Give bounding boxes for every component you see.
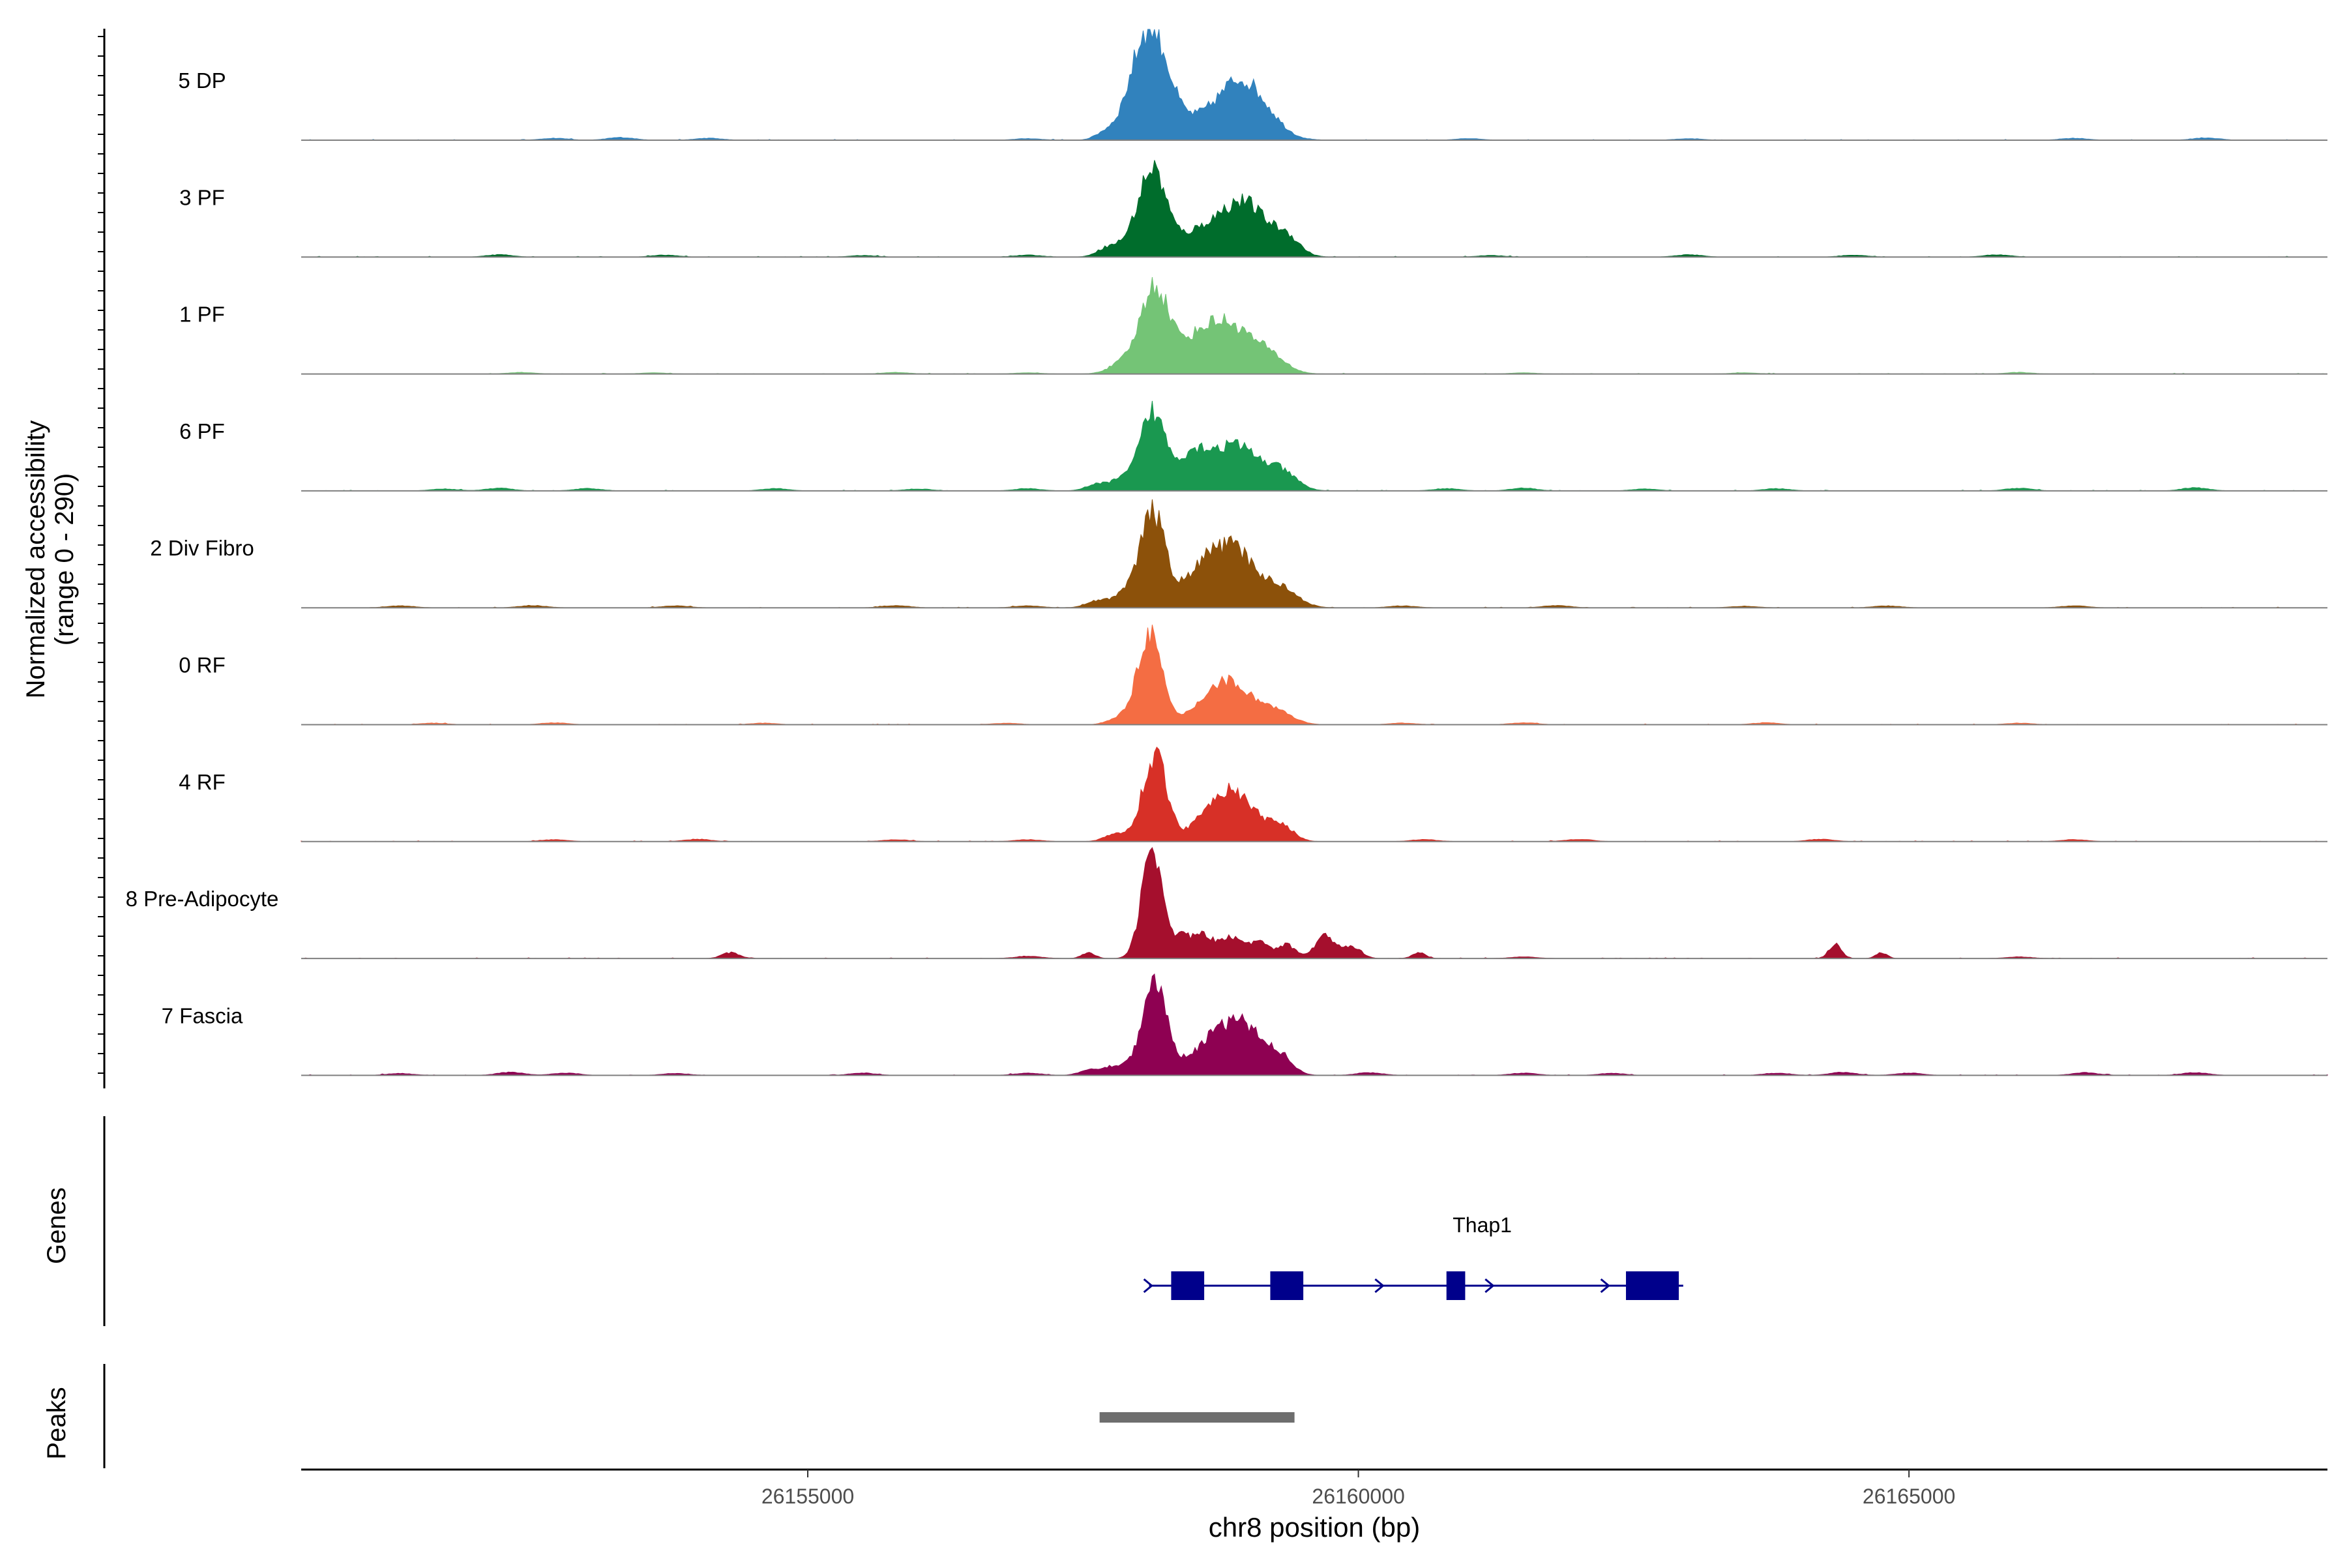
- track-2-div-fibro: [301, 499, 2327, 609]
- y-axis-title-line1: Normalized accessibility: [22, 421, 50, 699]
- track-label: 3 PF: [179, 185, 225, 209]
- strand-arrow: [1600, 1278, 1610, 1294]
- track-1-pf: [301, 277, 2327, 375]
- track-label: 2 Div Fibro: [150, 536, 254, 560]
- gene-exon: [1626, 1271, 1679, 1300]
- track-7-fascia: [301, 973, 2328, 1076]
- gene-exon: [1270, 1271, 1304, 1300]
- coverage-tracks: [301, 29, 2328, 1076]
- y-axis-title: Normalized accessibility (range 0 - 290): [22, 421, 79, 699]
- genes-label: Genes: [42, 1187, 71, 1264]
- peaks-label: Peaks: [42, 1387, 71, 1459]
- axes: [98, 29, 2327, 1477]
- x-axis-title: chr8 position (bp): [1209, 1512, 1421, 1543]
- track-label: 1 PF: [179, 303, 225, 327]
- track-label: 5 DP: [178, 68, 226, 93]
- track-label: 4 RF: [179, 770, 226, 794]
- track-label: 6 PF: [179, 419, 225, 443]
- peaks-panel-title: Peaks: [42, 1387, 71, 1459]
- peak-region: [1099, 1412, 1295, 1423]
- gene-exon: [1171, 1271, 1205, 1300]
- strand-arrow: [1143, 1278, 1153, 1294]
- peak-track: [1099, 1412, 1295, 1423]
- strand-arrow: [1374, 1278, 1385, 1294]
- track-8-pre-adipocyte: [301, 847, 2327, 960]
- x-tick-label: 26165000: [1863, 1485, 1955, 1508]
- genes-panel-title: Genes: [42, 1187, 71, 1264]
- track-6-pf: [301, 400, 2328, 492]
- track-5-dp: [301, 29, 2327, 141]
- track-label: 7 Fascia: [162, 1003, 243, 1028]
- gene-exon: [1446, 1271, 1466, 1300]
- strand-arrow: [1484, 1278, 1495, 1294]
- x-tick-label: 26160000: [1312, 1485, 1404, 1508]
- gene-name-label: Thap1: [1453, 1213, 1512, 1237]
- x-tick-label: 26155000: [761, 1485, 854, 1508]
- gene-track: [1143, 1271, 1683, 1300]
- track-label: 8 Pre-Adipocyte: [126, 887, 279, 911]
- track-4-rf: [301, 747, 2327, 842]
- track-label: 0 RF: [179, 653, 226, 677]
- y-axis-title-line2: (range 0 - 290): [50, 473, 79, 646]
- track-3-pf: [301, 160, 2327, 258]
- track-0-rf: [301, 625, 2327, 726]
